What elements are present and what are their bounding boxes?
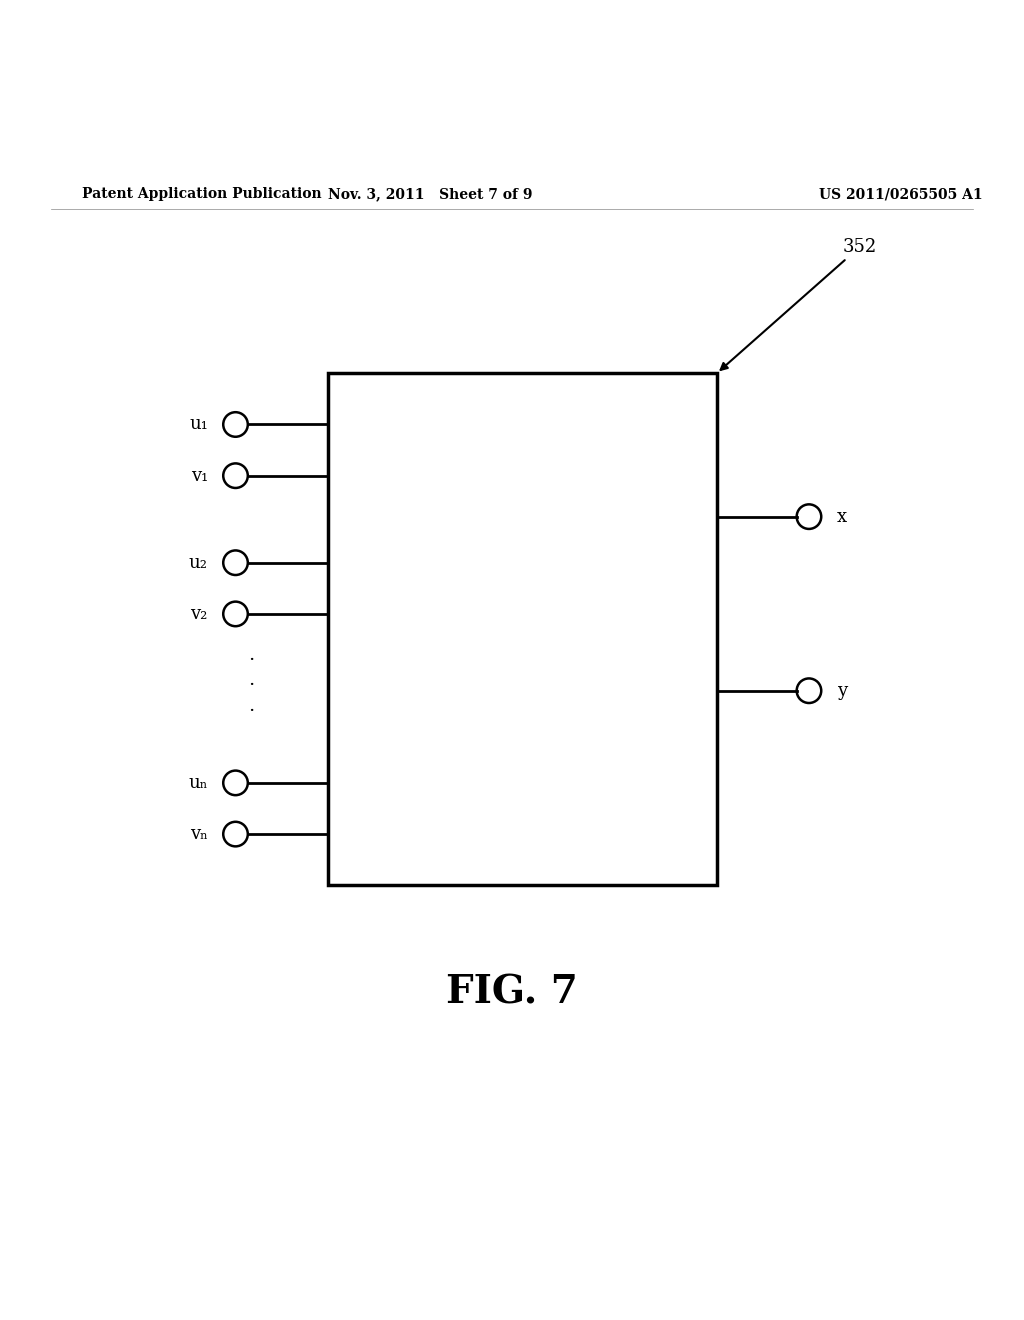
Text: 352: 352 <box>721 238 878 370</box>
Text: v₂: v₂ <box>190 605 208 623</box>
Text: FIG. 7: FIG. 7 <box>446 974 578 1012</box>
Text: u₁: u₁ <box>189 416 208 433</box>
Text: v₁: v₁ <box>190 467 208 484</box>
Text: x: x <box>837 508 847 525</box>
Text: US 2011/0265505 A1: US 2011/0265505 A1 <box>819 187 983 201</box>
Text: u₂: u₂ <box>188 553 208 572</box>
Text: .: . <box>248 645 254 664</box>
Text: .: . <box>248 672 254 689</box>
Text: .: . <box>248 697 254 715</box>
Text: uₙ: uₙ <box>188 774 208 792</box>
Text: Patent Application Publication: Patent Application Publication <box>82 187 322 201</box>
FancyBboxPatch shape <box>328 374 717 886</box>
Text: vₙ: vₙ <box>190 825 208 843</box>
Text: Nov. 3, 2011   Sheet 7 of 9: Nov. 3, 2011 Sheet 7 of 9 <box>328 187 532 201</box>
Text: y: y <box>837 681 847 700</box>
